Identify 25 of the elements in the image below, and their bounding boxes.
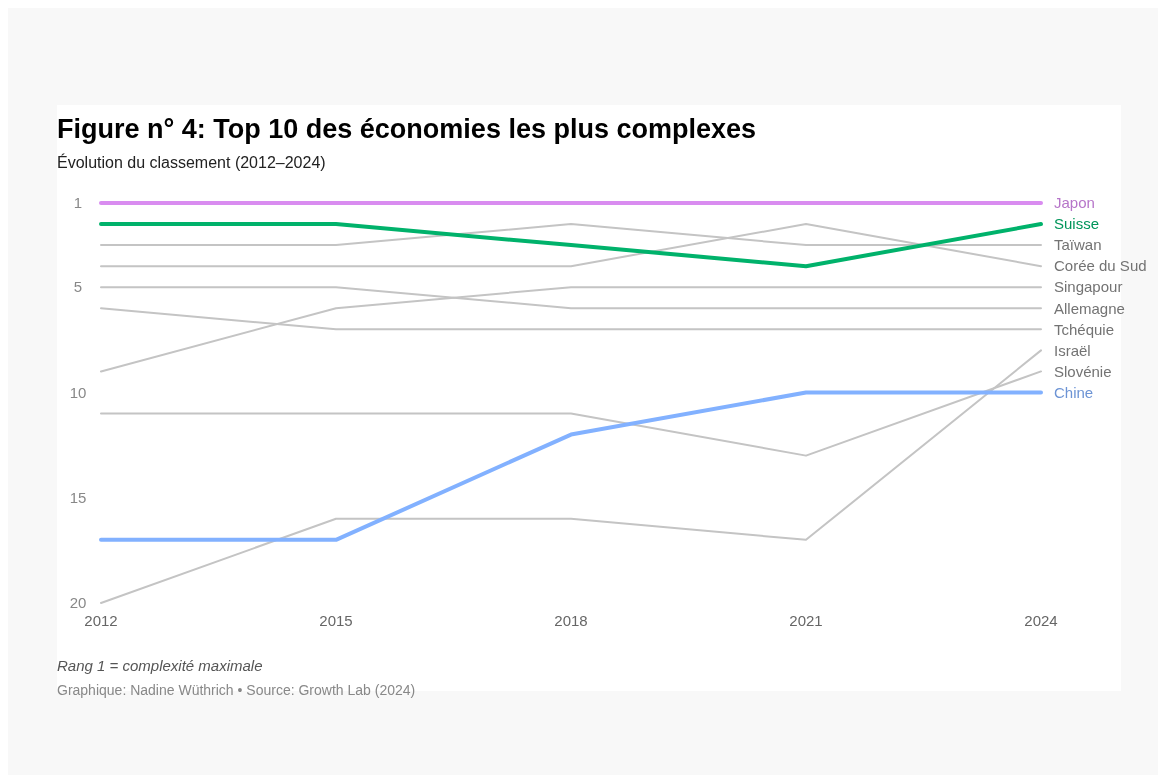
text: Rang 1 = complexité maximale [57, 657, 263, 674]
y-tick-label: 10 [69, 383, 87, 401]
y-tick-label: 5 [73, 278, 83, 296]
series-label: Allemagne [1054, 299, 1125, 317]
series-label: Singapour [1054, 278, 1123, 296]
x-tick-label: 2021 [789, 612, 823, 629]
y-tick-label: 20 [69, 594, 87, 612]
x-tick-label: 2018 [554, 612, 588, 629]
line-series [100, 349, 1042, 604]
x-tick-label: 2024 [1024, 612, 1058, 629]
series-label: Japon [1054, 194, 1095, 212]
chart-title: Figure n° 4: Top 10 des économies les plus complexes [57, 114, 757, 144]
series-label: Slovénie [1054, 362, 1112, 380]
series-label: Chine [1054, 383, 1094, 401]
y-tick-label: 15 [69, 488, 87, 506]
series-label: Tchéquie [1054, 320, 1115, 338]
series-label: Suisse [1054, 215, 1100, 233]
x-tick-label: 2015 [319, 612, 353, 629]
text: Graphique: Nadine Wüthrich • Source: Growth Lab (2024) [57, 682, 416, 698]
series-label: Taïwan [1054, 236, 1102, 254]
x-tick-label: 2012 [84, 612, 118, 629]
y-tick-label: 1 [73, 194, 83, 212]
chart-subtitle: Évolution du classement (2012–2024) [57, 153, 326, 171]
series-label: Israël [1054, 341, 1091, 359]
series-label: Corée du Sud [1054, 257, 1147, 275]
